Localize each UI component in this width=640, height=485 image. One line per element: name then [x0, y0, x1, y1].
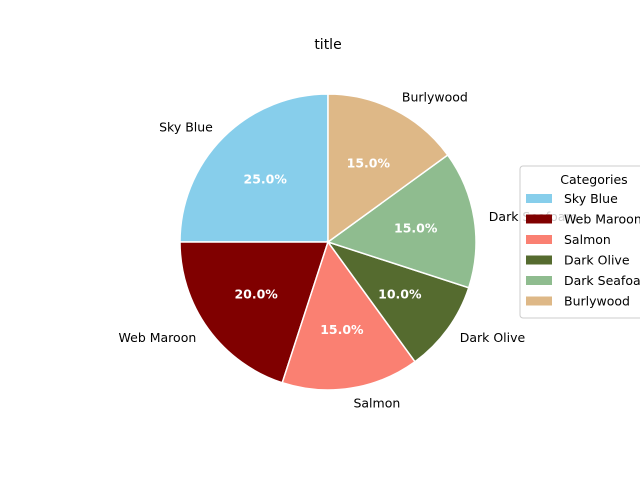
legend-title: Categories — [560, 172, 627, 187]
pie-slice-web-maroon — [179, 241, 330, 384]
percent-label-dark-olive: 10.0% — [378, 287, 422, 302]
pie-slice-dark-olive — [326, 240, 470, 363]
legend-label-web-maroon: Web Maroon — [564, 212, 640, 227]
legend-label-dark-olive: Dark Olive — [564, 253, 630, 268]
percent-label-burlywood: 15.0% — [347, 155, 391, 170]
category-label-web-maroon: Web Maroon — [119, 330, 197, 345]
chart-title: title — [314, 37, 341, 53]
pie-slice-dark-seafoam — [326, 153, 477, 289]
pie-slice-salmon — [281, 240, 417, 391]
legend-label-burlywood: Burlywood — [564, 294, 630, 309]
slices-layer — [179, 93, 477, 391]
pie-slice-sky-blue — [179, 93, 329, 243]
percent-label-dark-seafoam: 15.0% — [394, 221, 438, 236]
legend-swatch-dark-seafoam — [526, 276, 552, 285]
legend-items: Sky Blue Web Maroon Salmon Dark Olive Dark S… — [526, 191, 640, 309]
category-label-sky-blue: Sky Blue — [159, 119, 213, 134]
legend-swatch-sky-blue — [526, 194, 552, 203]
percent-label-salmon: 15.0% — [320, 322, 364, 337]
legend-swatch-dark-olive — [526, 255, 552, 265]
legend-swatch-web-maroon — [526, 214, 552, 224]
pie-slice-burlywood — [327, 93, 449, 244]
legend-swatch-burlywood — [526, 296, 552, 306]
legend-label-dark-seafoam: Dark Seafoam — [564, 273, 640, 288]
percent-label-web-maroon: 20.0% — [234, 287, 278, 302]
legend-swatch-salmon — [526, 235, 552, 244]
legend-label-salmon: Salmon — [564, 232, 611, 247]
category-label-salmon: Salmon — [353, 395, 400, 410]
category-label-burlywood: Burlywood — [402, 89, 468, 104]
legend: Categories Sky Blue Web Maroon Salmon Dark … — [519, 165, 640, 319]
labels-layer: 25.0% Sky Blue 20.0% Web Maroon 15.0% Salmon 1… — [119, 89, 578, 410]
percent-label-sky-blue: 25.0% — [244, 172, 288, 187]
category-label-dark-olive: Dark Olive — [460, 330, 526, 345]
legend-label-sky-blue: Sky Blue — [564, 191, 618, 206]
